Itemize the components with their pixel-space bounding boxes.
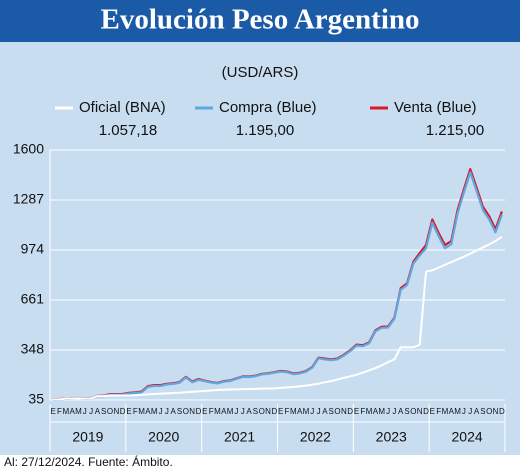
x-tick-label: M (366, 407, 373, 416)
x-tick-label: A (69, 407, 75, 416)
series-line (53, 171, 503, 401)
x-tick-label: O (107, 407, 113, 416)
series-line (53, 235, 503, 401)
x-tick-label: A (474, 407, 480, 416)
x-tick-label: E (202, 407, 207, 416)
year-label: 2019 (72, 429, 103, 445)
y-tick-label: 1600 (13, 141, 44, 157)
x-tick-label: D (423, 407, 429, 416)
x-tick-label: A (297, 407, 303, 416)
x-tick-label: O (334, 407, 340, 416)
x-tick-label: J (159, 407, 163, 416)
x-tick-label: J (310, 407, 314, 416)
x-tick-label: E (50, 407, 55, 416)
x-tick-label: N (493, 407, 499, 416)
y-tick-label: 974 (21, 241, 45, 257)
year-label: 2024 (452, 429, 483, 445)
x-tick-label: N (417, 407, 423, 416)
x-tick-label: M (138, 407, 145, 416)
x-tick-label: O (259, 407, 265, 416)
year-label: 2023 (376, 429, 407, 445)
x-tick-label: E (430, 407, 435, 416)
x-tick-label: D (499, 407, 505, 416)
x-tick-label: A (322, 407, 328, 416)
x-tick-label: D (120, 407, 126, 416)
x-tick-label: A (221, 407, 227, 416)
x-tick-label: J (83, 407, 87, 416)
x-tick-label: M (214, 407, 221, 416)
x-tick-label: A (145, 407, 151, 416)
legend-label: Venta (Blue) (394, 99, 477, 116)
x-tick-label: S (101, 407, 106, 416)
year-label: 2021 (224, 429, 255, 445)
y-tick-label: 661 (21, 291, 45, 307)
x-tick-label: J (392, 407, 396, 416)
x-tick-label: S (480, 407, 485, 416)
subtitle: (USD/ARS) (222, 64, 299, 81)
x-tick-label: A (171, 407, 177, 416)
chart-title: Evolución Peso Argentino (100, 4, 419, 36)
y-tick-label: 1287 (13, 191, 44, 207)
x-tick-label: M (75, 407, 82, 416)
x-tick-label: F (57, 407, 62, 416)
x-tick-label: M (151, 407, 158, 416)
x-tick-label: M (442, 407, 449, 416)
source: Al: 27/12/2024. Fuente: Ámbito. (4, 454, 173, 469)
x-tick-label: O (486, 407, 492, 416)
x-tick-label: M (227, 407, 234, 416)
x-tick-label: D (271, 407, 277, 416)
x-tick-label: A (95, 407, 101, 416)
x-tick-label: N (189, 407, 195, 416)
x-tick-label: S (329, 407, 334, 416)
x-tick-label: J (468, 407, 472, 416)
x-tick-label: J (89, 407, 93, 416)
x-tick-label: S (253, 407, 258, 416)
x-tick-label: S (177, 407, 182, 416)
x-tick-label: N (113, 407, 119, 416)
x-tick-label: J (462, 407, 466, 416)
x-tick-label: M (378, 407, 385, 416)
x-tick-label: F (285, 407, 290, 416)
legend-label: Oficial (BNA) (79, 99, 166, 116)
x-tick-label: M (454, 407, 461, 416)
panel (0, 0, 520, 455)
x-tick-label: M (62, 407, 69, 416)
title-banner (0, 0, 520, 42)
x-tick-label: F (436, 407, 441, 416)
legend-value: 1.215,00 (426, 122, 484, 139)
x-tick-label: A (449, 407, 455, 416)
x-tick-label: M (303, 407, 310, 416)
y-tick-label: 35 (28, 391, 44, 407)
x-tick-label: F (209, 407, 214, 416)
x-tick-label: O (410, 407, 416, 416)
legend-value: 1.195,00 (236, 122, 294, 139)
x-tick-label: O (183, 407, 189, 416)
x-tick-label: E (278, 407, 283, 416)
x-tick-label: J (317, 407, 321, 416)
x-tick-label: A (398, 407, 404, 416)
x-tick-label: A (373, 407, 379, 416)
year-label: 2022 (300, 429, 331, 445)
x-tick-label: F (133, 407, 138, 416)
x-tick-label: F (360, 407, 365, 416)
x-tick-label: J (386, 407, 390, 416)
y-tick-label: 348 (21, 341, 45, 357)
x-tick-label: S (404, 407, 409, 416)
x-tick-label: E (126, 407, 131, 416)
x-tick-label: D (347, 407, 353, 416)
legend-value: 1.057,18 (99, 122, 157, 139)
x-tick-label: N (265, 407, 271, 416)
x-tick-label: N (341, 407, 347, 416)
x-tick-label: J (234, 407, 238, 416)
x-tick-label: J (165, 407, 169, 416)
x-tick-label: E (354, 407, 359, 416)
x-tick-label: A (246, 407, 252, 416)
year-label: 2020 (148, 429, 179, 445)
x-tick-label: J (241, 407, 245, 416)
legend-label: Compra (Blue) (219, 99, 317, 116)
x-tick-label: D (196, 407, 202, 416)
x-tick-label: M (290, 407, 297, 416)
